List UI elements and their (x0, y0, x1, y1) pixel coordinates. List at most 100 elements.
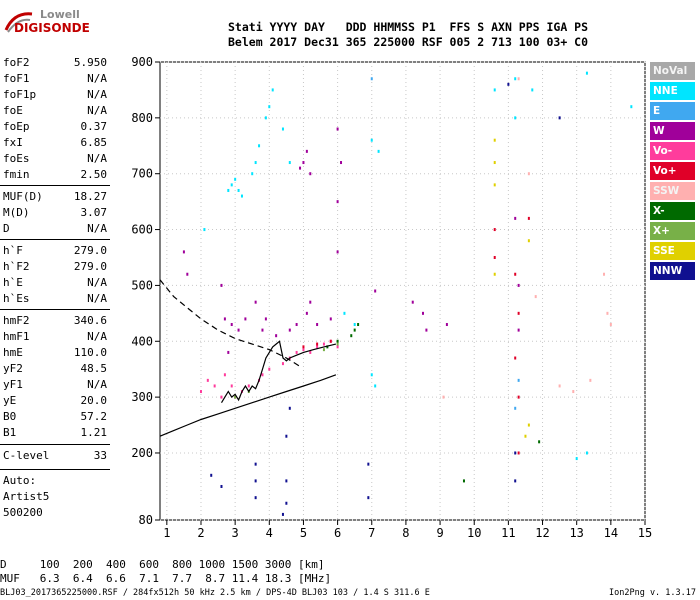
echo-point-w (275, 334, 278, 338)
param-value: 1.21 (80, 426, 108, 439)
param-value: N/A (87, 152, 107, 165)
auto-scaler-line2: Artist5 (3, 490, 50, 503)
param-name: B1 (3, 426, 17, 439)
param-separator (0, 309, 110, 310)
echo-point-e (237, 188, 240, 192)
param-name: B0 (3, 410, 17, 423)
param-value: N/A (87, 378, 107, 391)
param-row-m-d: M(D) 3.07 (3, 206, 107, 222)
echo-point-nnw (558, 116, 561, 120)
x-tick-label: 2 (197, 526, 204, 540)
logo-line-1: Lowell (40, 8, 80, 21)
echo-point-w (244, 317, 247, 321)
param-value: 18.27 (73, 190, 107, 203)
param-row-c-level: C-level 33 (3, 449, 107, 465)
param-value: 48.5 (80, 362, 108, 375)
echo-point-nne (514, 406, 517, 410)
x-tick-label: 7 (368, 526, 375, 540)
param-name: yE (3, 394, 17, 407)
echo-point-ssw (609, 323, 612, 327)
param-name: hmE (3, 346, 23, 359)
param-row-fof2: foF2 5.950 (3, 56, 107, 72)
echo-point-x- (350, 334, 353, 338)
echo-point-ssw (558, 384, 561, 388)
echo-point-e (281, 127, 284, 131)
echo-point-x- (336, 342, 339, 346)
echo-point-w (264, 317, 267, 321)
echo-point-vo- (213, 384, 216, 388)
echo-point-e (203, 228, 206, 232)
param-name: hmF1 (3, 330, 30, 343)
param-separator (0, 185, 110, 186)
param-name: foEp (3, 120, 30, 133)
param-value: N/A (87, 222, 107, 235)
echo-point-nnw (367, 462, 370, 466)
param-row-yf2: yF2 48.5 (3, 362, 107, 378)
y-tick-label: 700 (131, 167, 153, 181)
echo-point-nnw (220, 484, 223, 488)
echo-point-x- (538, 440, 541, 444)
echo-point-nne (370, 77, 373, 81)
legend-item-x: X+ (650, 222, 695, 240)
param-name: D (3, 222, 10, 235)
echo-point-nnw (367, 496, 370, 500)
echo-point-x- (353, 328, 356, 332)
echo-point-nnw (285, 434, 288, 438)
echo-point-x- (357, 323, 360, 327)
echo-point-w (299, 166, 302, 170)
echo-point-e (370, 138, 373, 142)
echo-point-w (305, 311, 308, 315)
echo-point-vo- (517, 451, 520, 455)
y-tick-label: 300 (131, 390, 153, 404)
x-tick-label: 12 (535, 526, 549, 540)
x-tick-label: 1 (163, 526, 170, 540)
echo-point-ssw (442, 395, 445, 399)
echo-point-w (230, 323, 233, 327)
param-name: foEs (3, 152, 30, 165)
echo-point-w (295, 323, 298, 327)
echo-point-vo- (261, 373, 264, 377)
echo-point-nnw (285, 501, 288, 505)
echo-point-nnw (514, 479, 517, 483)
echo-point-vo- (517, 311, 520, 315)
logo-line-2: DIGISONDE (14, 21, 90, 35)
param-name: fmin (3, 168, 30, 181)
echo-point-x- (462, 479, 465, 483)
echo-point-x- (322, 348, 325, 352)
param-row-foep: foEp 0.37 (3, 120, 107, 136)
legend-item-noval: NoVal (650, 62, 695, 80)
echo-point-e (234, 177, 237, 181)
echo-point-ssw (603, 272, 606, 276)
legend-item-ssw: SSW (650, 182, 695, 200)
echo-point-w (220, 283, 223, 287)
param-row-h-f: h`F 279.0 (3, 244, 107, 260)
echo-point-nnw (281, 512, 284, 516)
echo-point-w (336, 250, 339, 254)
param-name: fxI (3, 136, 23, 149)
param-value: 340.6 (73, 314, 107, 327)
param-row-b0: B0 57.2 (3, 410, 107, 426)
param-name: hmF2 (3, 314, 30, 327)
echo-point-sse (493, 272, 496, 276)
param-name: C-level (3, 449, 50, 462)
echo-point-e (251, 172, 254, 176)
legend-item-e: E (650, 102, 695, 120)
param-value: 5.950 (73, 56, 107, 69)
echo-point-w (302, 161, 305, 165)
x-tick-label: 5 (300, 526, 307, 540)
swoosh-icon (4, 12, 33, 33)
software-version: Ion2Png v. 1.3.17 (609, 588, 696, 598)
param-row-foes: foEs N/A (3, 152, 107, 168)
echo-point-vo- (268, 367, 271, 371)
echo-point-w (336, 200, 339, 204)
echo-point-e (630, 105, 633, 109)
auto-scaler-line1: Auto: (3, 474, 37, 487)
echo-point-vo- (322, 342, 325, 346)
digisonde-logo: Lowell DIGISONDE (4, 6, 90, 40)
x-tick-label: 10 (467, 526, 481, 540)
echo-point-w (182, 250, 185, 254)
echo-point-w (227, 350, 230, 354)
echo-point-w (336, 127, 339, 131)
echo-point-w (223, 317, 226, 321)
echo-point-vo- (230, 384, 233, 388)
